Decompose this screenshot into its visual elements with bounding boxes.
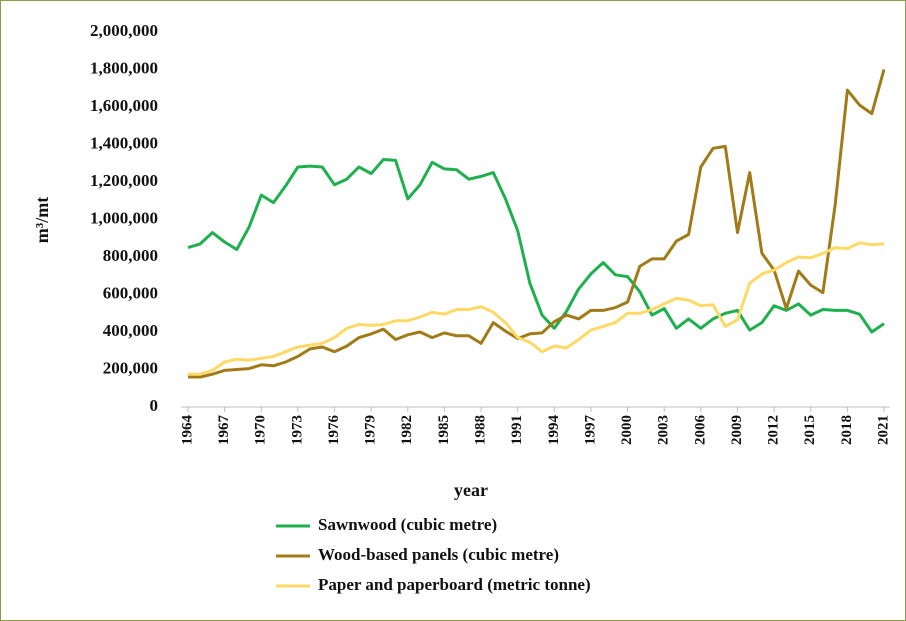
y-tick-label: 1,400,000 <box>90 133 158 152</box>
y-tick-label: 400,000 <box>103 321 158 340</box>
legend-label: Paper and paperboard (metric tonne) <box>318 575 591 594</box>
legend-label: Sawnwood (cubic metre) <box>318 515 497 534</box>
x-tick-label: 2018 <box>839 415 855 445</box>
x-tick-label: 1973 <box>289 415 305 445</box>
y-tick-label: 800,000 <box>103 246 158 265</box>
x-tick-label: 1964 <box>179 415 195 446</box>
x-tick-label: 1979 <box>363 415 379 445</box>
legend-label: Wood-based panels (cubic metre) <box>318 545 559 564</box>
x-tick-label: 1997 <box>582 415 598 446</box>
y-tick-label: 200,000 <box>103 358 158 377</box>
y-tick-label: 1,000,000 <box>90 208 158 227</box>
x-tick-label: 2012 <box>766 415 782 445</box>
x-tick-label: 2015 <box>802 415 818 445</box>
x-tick-label: 1976 <box>326 415 342 446</box>
x-tick-label: 1994 <box>546 415 562 446</box>
x-tick-label: 1970 <box>253 415 269 445</box>
x-tick-label: 1982 <box>399 415 415 445</box>
x-tick-label: 1988 <box>472 415 488 445</box>
series-line <box>188 69 886 379</box>
y-tick-label: 600,000 <box>103 283 158 302</box>
y-axis-label: m³/mt <box>32 197 52 243</box>
x-axis-label: year <box>454 480 488 500</box>
x-tick-label: 2009 <box>729 415 745 445</box>
x-tick-label: 1985 <box>436 415 452 445</box>
series-line <box>188 241 885 376</box>
series-line <box>187 158 885 334</box>
x-tick-label: 2021 <box>875 415 891 445</box>
x-tick-label: 2000 <box>619 415 635 445</box>
x-tick-label: 1967 <box>216 415 232 446</box>
x-tick-label: 2006 <box>692 415 708 446</box>
y-tick-label: 1,200,000 <box>90 171 158 190</box>
x-tick-label: 1991 <box>509 415 525 445</box>
y-tick-label: 1,600,000 <box>90 96 158 115</box>
y-tick-label: 1,800,000 <box>90 58 158 77</box>
y-tick-label: 0 <box>150 396 159 415</box>
y-tick-label: 2,000,000 <box>90 21 158 40</box>
x-tick-label: 2003 <box>656 415 672 445</box>
